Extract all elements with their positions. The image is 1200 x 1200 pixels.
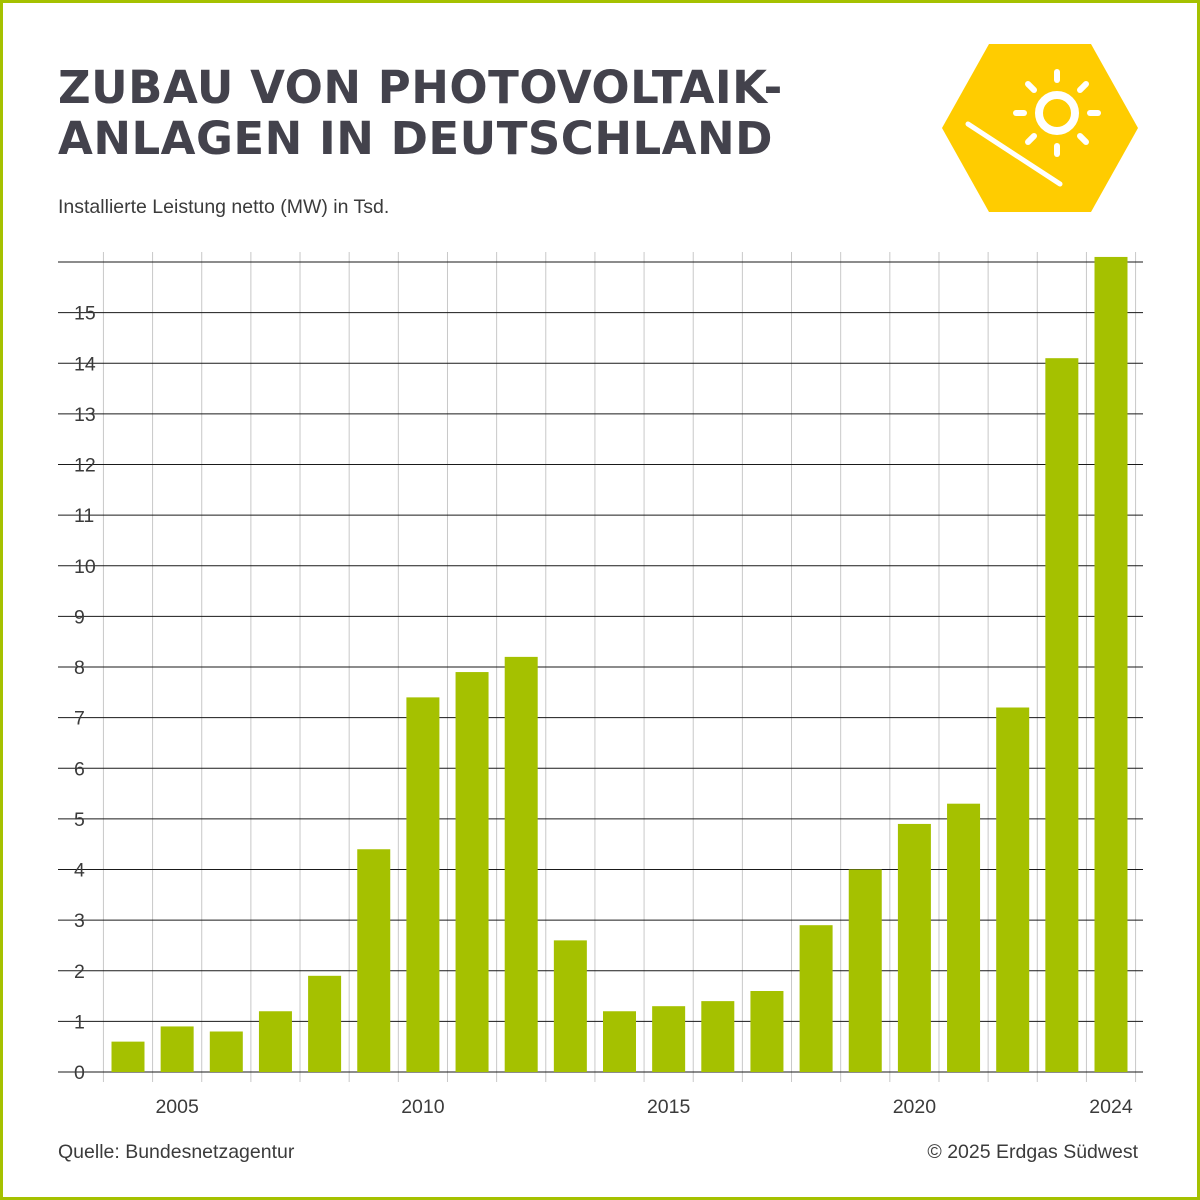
x-tick-label: 2020 (893, 1096, 937, 1118)
bar-2024 (1094, 256, 1128, 1072)
y-tick-label: 13 (74, 404, 96, 426)
bar-2009 (357, 849, 391, 1072)
solar-panel-icon (965, 121, 1063, 187)
bar-2019 (848, 869, 882, 1072)
source-note: Quelle: Bundesnetzagentur (58, 1141, 295, 1163)
bar-2004 (111, 1041, 145, 1072)
y-tick-label: 6 (74, 758, 85, 780)
bar-2010 (406, 697, 440, 1072)
bar-2007 (258, 1011, 292, 1072)
y-tick-label: 3 (74, 910, 85, 932)
bar-2016 (701, 1001, 735, 1072)
bar-2013 (553, 940, 587, 1072)
y-tick-label: 14 (74, 353, 96, 375)
sun-panel-icon (942, 44, 1138, 212)
x-tick-label: 2015 (647, 1096, 691, 1118)
title-line-1: ZUBAU VON PHOTOVOLTAIK- (58, 61, 783, 114)
y-tick-label: 9 (74, 606, 85, 628)
y-tick-label: 10 (74, 556, 96, 578)
y-tick-label: 8 (74, 657, 85, 679)
bar-2017 (750, 991, 784, 1072)
y-tick-label: 4 (74, 860, 85, 882)
x-tick-label: 2005 (155, 1096, 199, 1118)
sun-icon (1013, 69, 1101, 157)
bar-2014 (603, 1011, 636, 1072)
bar-2006 (209, 1031, 243, 1072)
bar-2020 (897, 823, 931, 1072)
bar-2008 (308, 975, 342, 1072)
logo-hexagon (942, 44, 1138, 212)
y-tick-label: 12 (74, 455, 96, 477)
bar-2015 (652, 1006, 686, 1072)
copyright-note: © 2025 Erdgas Südwest (927, 1141, 1138, 1163)
bar-2021 (947, 803, 981, 1072)
title-line-2: ANLAGEN IN DEUTSCHLAND (58, 112, 774, 165)
bar-2023 (1045, 358, 1079, 1072)
y-tick-label: 15 (74, 303, 96, 325)
bar-2022 (996, 707, 1030, 1072)
y-tick-label: 2 (74, 961, 85, 983)
x-tick-label: 2024 (1089, 1096, 1133, 1118)
y-tick-label: 11 (74, 505, 94, 527)
y-tick-label: 1 (74, 1011, 85, 1033)
bar-2012 (504, 656, 538, 1072)
chart-title: ZUBAU VON PHOTOVOLTAIK- ANLAGEN IN DEUTS… (58, 62, 783, 164)
bar-2005 (160, 1026, 194, 1072)
y-tick-label: 0 (74, 1062, 85, 1084)
y-tick-label: 5 (74, 809, 85, 831)
bar-2011 (455, 672, 489, 1072)
bar-2018 (799, 925, 833, 1072)
x-tick-label: 2010 (401, 1096, 445, 1118)
chart-subtitle: Installierte Leistung netto (MW) in Tsd. (58, 196, 390, 218)
y-tick-label: 7 (74, 708, 85, 730)
